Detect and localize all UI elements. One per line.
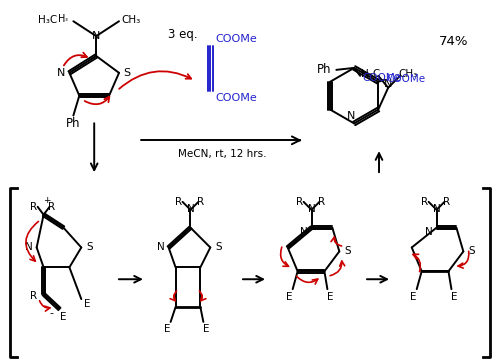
- Text: R: R: [48, 202, 55, 212]
- Text: S: S: [215, 243, 222, 252]
- Text: E: E: [327, 292, 334, 302]
- Text: CH₃: CH₃: [121, 15, 140, 25]
- Text: R: R: [318, 197, 325, 207]
- Text: S: S: [344, 247, 350, 256]
- Text: +: +: [43, 196, 51, 205]
- Text: E: E: [60, 312, 66, 322]
- Text: N: N: [25, 243, 32, 252]
- Text: Ph: Ph: [66, 117, 80, 130]
- Text: R: R: [443, 197, 450, 207]
- Text: COOMe: COOMe: [216, 34, 257, 44]
- Text: N: N: [58, 68, 66, 78]
- Text: COOMe: COOMe: [362, 73, 402, 83]
- Text: R: R: [30, 202, 37, 212]
- Text: CH₃: CH₃: [398, 69, 417, 79]
- Text: H₃C: H₃C: [360, 69, 380, 79]
- Text: N: N: [432, 204, 440, 214]
- Text: H: H: [58, 14, 65, 24]
- Text: S: S: [86, 243, 92, 252]
- Text: N: N: [300, 227, 308, 237]
- Text: E: E: [451, 292, 458, 302]
- Text: R: R: [197, 197, 204, 207]
- Text: N: N: [347, 110, 356, 121]
- Text: R: R: [30, 291, 37, 301]
- Text: R: R: [421, 197, 428, 207]
- Text: N: N: [308, 204, 316, 214]
- Text: ₃: ₃: [65, 16, 68, 22]
- Text: E: E: [84, 299, 90, 309]
- Text: COOMe: COOMe: [386, 74, 426, 84]
- Text: E: E: [286, 292, 293, 302]
- Text: E: E: [203, 324, 209, 334]
- Text: E: E: [410, 292, 417, 302]
- Text: MeCN, rt, 12 hrs.: MeCN, rt, 12 hrs.: [178, 149, 266, 159]
- Text: N: N: [384, 79, 392, 89]
- Text: N: N: [157, 243, 164, 252]
- Text: -: -: [50, 308, 54, 318]
- Text: N: N: [186, 204, 194, 214]
- Text: R: R: [296, 197, 303, 207]
- Text: COOMe: COOMe: [216, 93, 257, 103]
- Text: S: S: [124, 68, 130, 78]
- Text: 3 eq.: 3 eq.: [168, 28, 198, 41]
- Text: E: E: [164, 324, 171, 334]
- Text: N: N: [424, 227, 432, 237]
- Text: R: R: [175, 197, 182, 207]
- Text: Ph: Ph: [317, 63, 332, 76]
- Text: S: S: [468, 247, 474, 256]
- Text: 74%: 74%: [438, 35, 468, 47]
- Text: N: N: [92, 31, 100, 41]
- Text: H₃C: H₃C: [38, 15, 58, 25]
